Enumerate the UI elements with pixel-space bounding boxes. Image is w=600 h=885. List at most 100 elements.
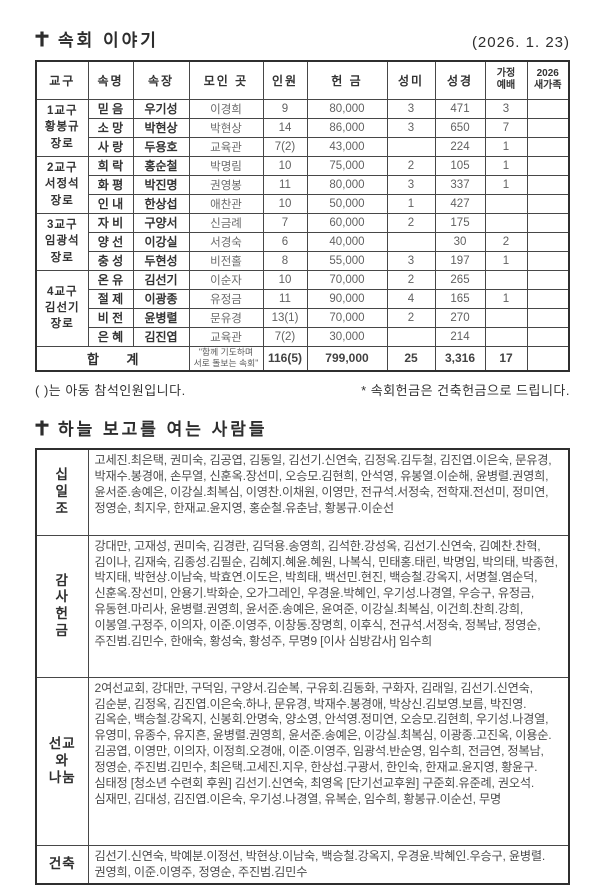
category-label-cell: 선교 와 나눔 (35, 676, 89, 846)
names-cell: 2여선교회, 강대만, 구덕임, 구양서.김순복, 구유회.김동화, 구화자, … (87, 676, 570, 846)
sokhoe-row: 사 랑 두용호 교육관 7(2) 43,000 224 1 (36, 136, 570, 157)
offering-cell: 70,000 (306, 269, 388, 290)
leader-cell: 이강실 (132, 231, 190, 252)
sokhoe-row: 4교구 김선기 장로 온 유 김선기 이순자 10 70,000 2 265 (35, 269, 570, 347)
new-family-cell (526, 269, 570, 290)
bible-cell: 270 (434, 307, 486, 328)
members-cell: 7(2) (262, 326, 308, 347)
offering-cell: 80,000 (306, 174, 388, 195)
worship-cell: 7 (484, 117, 528, 138)
place-cell: 애찬관 (188, 193, 264, 214)
total-new-family-cell (526, 345, 570, 372)
bulletin-page: 속회 이야기 (2026. 1. 23) 교구 속명 속장 모인 곳 인원 헌 … (35, 26, 570, 885)
report-table-body: 십 일 조 고세진.최은택, 권미숙, 김공엽, 김동일, 김선기.신연숙, 김정옥.… (35, 448, 570, 885)
header-new-family: 2026 새가족 (526, 60, 570, 100)
sok-name-cell: 비 전 (87, 307, 134, 328)
members-cell: 7(2) (262, 136, 308, 157)
place-cell: 박현상 (188, 117, 264, 138)
worship-cell (484, 269, 528, 290)
offering-cell: 86,000 (306, 117, 388, 138)
district-cell: 3교구 임광석 장로 (35, 212, 89, 271)
sokhoe-row: 충 성 두현성 비전홀 8 55,000 3 197 1 (36, 250, 570, 271)
new-family-cell (526, 288, 570, 309)
offering-cell: 80,000 (306, 98, 388, 119)
sokhoe-row: 절 제 이광종 유정금 11 90,000 4 165 1 (36, 288, 570, 309)
members-cell: 11 (262, 174, 308, 195)
rice-cell: 2 (386, 155, 436, 176)
members-cell: 13(1) (262, 307, 308, 328)
sok-name-cell: 충 성 (87, 250, 134, 271)
header-rice: 성미 (386, 60, 436, 100)
sokhoe-row: 소 망 박현상 박현상 14 86,000 3 650 7 (36, 117, 570, 138)
cross-icon (35, 420, 49, 436)
rice-cell: 2 (386, 269, 436, 290)
total-rice-cell: 25 (386, 345, 436, 372)
bible-cell: 30 (434, 231, 486, 252)
total-bible-cell: 3,316 (434, 345, 486, 372)
section2-title: 하늘 보고를 여는 사람들 (35, 415, 268, 440)
report-row: 건축 김선기.신연숙, 박예분.이정선, 박현상.이남숙, 백승철.강옥지, 우경… (35, 844, 570, 885)
new-family-cell (526, 174, 570, 195)
header-offering: 헌 금 (306, 60, 388, 100)
section2-header: 하늘 보고를 여는 사람들 (35, 415, 570, 440)
offering-cell: 50,000 (306, 193, 388, 214)
total-worship-cell: 17 (484, 345, 528, 372)
footnote-offering: * 속회헌금은 건축헌금으로 드립니다. (361, 383, 570, 399)
place-cell: 서경숙 (188, 231, 264, 252)
bible-cell: 650 (434, 117, 486, 138)
category-label-cell: 건축 (35, 844, 89, 885)
members-cell: 8 (262, 250, 308, 271)
worship-cell: 1 (484, 250, 528, 271)
sokhoe-row: 은 혜 김진엽 교육관 7(2) 30,000 214 (36, 326, 570, 347)
total-quote-cell: "함께 기도하며 서로 돌보는 속회" (188, 345, 264, 372)
bible-cell: 224 (434, 136, 486, 157)
leader-cell: 김선기 (132, 269, 190, 290)
members-cell: 9 (262, 98, 308, 119)
rice-cell: 1 (386, 193, 436, 214)
sok-name-cell: 화 평 (87, 174, 134, 195)
report-row: 감 사 헌 금 강대만, 고재성, 권미숙, 김경란, 김덕용.송영희, 김석한.강성옥… (35, 534, 570, 678)
leader-cell: 한상섭 (132, 193, 190, 214)
sok-name-cell: 소 망 (87, 117, 134, 138)
sok-name-cell: 은 혜 (87, 326, 134, 347)
leader-cell: 박현상 (132, 117, 190, 138)
sokhoe-row: 비 전 윤병렬 문유경 13(1) 70,000 2 270 (36, 307, 570, 328)
new-family-cell (526, 212, 570, 233)
bible-cell: 105 (434, 155, 486, 176)
cross-icon (35, 31, 49, 46)
offering-cell: 30,000 (306, 326, 388, 347)
offering-cell: 43,000 (306, 136, 388, 157)
members-cell: 11 (262, 288, 308, 309)
worship-cell (484, 212, 528, 233)
new-family-cell (526, 117, 570, 138)
offering-cell: 70,000 (306, 307, 388, 328)
sokhoe-row: 인 내 한상섭 애찬관 10 50,000 1 427 (36, 193, 570, 214)
total-offering-cell: 799,000 (306, 345, 388, 372)
rice-cell: 4 (386, 288, 436, 309)
bible-cell: 427 (434, 193, 486, 214)
sok-name-cell: 양 선 (87, 231, 134, 252)
report-table: 십 일 조 고세진.최은택, 권미숙, 김공엽, 김동일, 김선기.신연숙, 김정옥.… (35, 448, 570, 885)
worship-cell (484, 326, 528, 347)
rice-cell: 2 (386, 212, 436, 233)
rice-cell: 3 (386, 117, 436, 138)
section1-title-text: 속회 이야기 (58, 31, 159, 50)
header-family-worship: 가정 예배 (484, 60, 528, 100)
header-leader: 속장 (132, 60, 190, 100)
new-family-cell (526, 98, 570, 119)
sok-name-cell: 사 랑 (87, 136, 134, 157)
rice-cell: 3 (386, 250, 436, 271)
sokhoe-header-row: 교구 속명 속장 모인 곳 인원 헌 금 성미 성경 가정 예배 2026 새가… (35, 60, 570, 100)
rice-cell (386, 136, 436, 157)
sokhoe-table: 교구 속명 속장 모인 곳 인원 헌 금 성미 성경 가정 예배 2026 새가… (35, 60, 570, 373)
section2-title-text: 하늘 보고를 여는 사람들 (58, 420, 268, 440)
total-row: 합 계 "함께 기도하며 서로 돌보는 속회" 116(5) 799,000 25 3,31… (35, 345, 570, 372)
place-cell: 박명림 (188, 155, 264, 176)
worship-cell: 1 (484, 288, 528, 309)
sokhoe-row: 3교구 임광석 장로 자 비 구양서 신금례 7 60,000 2 175 (35, 212, 570, 271)
leader-cell: 박진명 (132, 174, 190, 195)
worship-cell: 2 (484, 231, 528, 252)
new-family-cell (526, 136, 570, 157)
leader-cell: 윤병렬 (132, 307, 190, 328)
